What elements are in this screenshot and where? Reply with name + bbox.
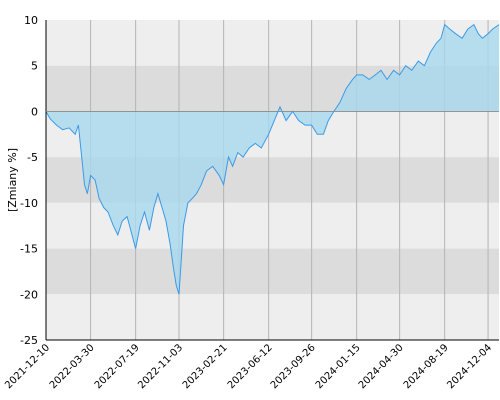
- series-area: [46, 24, 499, 295]
- y-tick-label: -10: [20, 197, 38, 210]
- x-tick-label: 2024-04-30: [357, 342, 406, 391]
- x-tick-label: 2023-06-12: [226, 342, 275, 391]
- grid-band: [46, 294, 499, 340]
- grid-band: [46, 248, 499, 295]
- x-tick-label: 2024-08-19: [402, 342, 451, 391]
- x-tick-label: 2021-12-10: [3, 342, 52, 391]
- y-tick-label: -25: [20, 334, 38, 347]
- grid-band: [46, 20, 499, 66]
- x-tick-label: 2022-07-19: [93, 342, 142, 391]
- y-tick-label: 5: [31, 60, 38, 73]
- x-tick-labels: 2021-12-102022-03-302022-07-192022-11-03…: [3, 342, 494, 391]
- axes: [45, 20, 499, 341]
- y-tick-labels: 10 5 0 -5 -10 -15 -20 -25: [20, 14, 38, 347]
- y-axis-label: [Zmiany %]: [6, 148, 19, 212]
- x-tick-label: 2023-09-26: [269, 342, 318, 391]
- y-tick-label: 0: [31, 105, 38, 118]
- x-tick-label: 2024-01-15: [314, 342, 363, 391]
- y-tick-label: -15: [20, 243, 38, 256]
- series-line: [45, 23, 500, 295]
- x-tick-label: 2022-03-30: [48, 342, 97, 391]
- x-tick-label: 2022-11-03: [136, 342, 185, 391]
- x-tick-label: 2023-02-21: [181, 342, 230, 391]
- y-tick-label: -5: [27, 151, 38, 164]
- y-tick-label: -20: [20, 288, 38, 301]
- x-tick-label: 2024-12-04: [445, 342, 494, 391]
- y-tick-label: 10: [24, 14, 38, 27]
